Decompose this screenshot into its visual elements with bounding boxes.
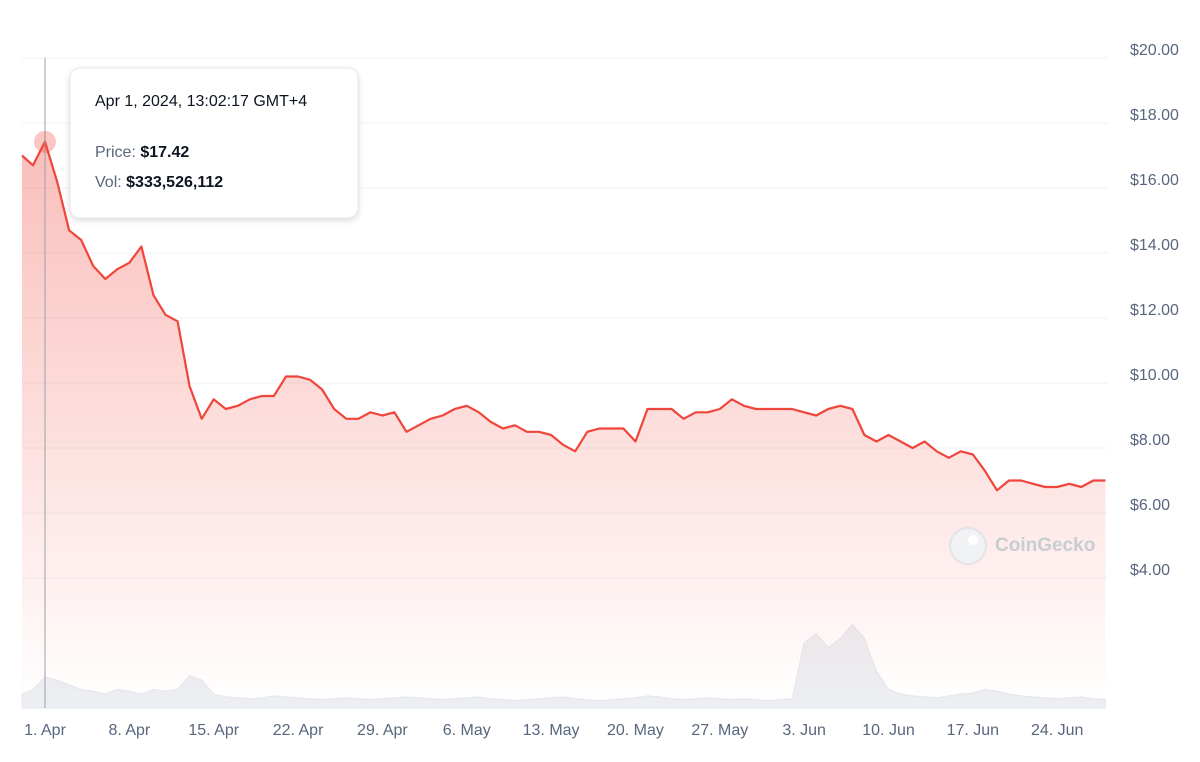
tooltip-vol: Vol: $333,526,112 bbox=[95, 174, 223, 191]
x-tick-label: 13. May bbox=[523, 722, 580, 739]
x-tick-label: 27. May bbox=[691, 722, 748, 739]
axes: $4.00 $6.00 $8.00 $10.00 $12.00 $14.00 $16.00 $… bbox=[24, 42, 1179, 739]
x-tick-label: 22. Apr bbox=[273, 722, 324, 739]
y-tick-label: $8.00 bbox=[1130, 432, 1170, 449]
watermark-logo-eye bbox=[968, 535, 978, 545]
tooltip-price: Price: $17.42 bbox=[95, 144, 189, 161]
y-tick-label: $12.00 bbox=[1130, 302, 1179, 319]
x-tick-label: 3. Jun bbox=[782, 722, 826, 739]
x-tick-label: 1. Apr bbox=[24, 722, 66, 739]
price-line bbox=[21, 140, 1106, 492]
x-tick-label: 20. May bbox=[607, 722, 664, 739]
tooltip-vol-value: $333,526,112 bbox=[126, 174, 223, 191]
tooltip-box bbox=[69, 67, 359, 219]
y-tick-label: $14.00 bbox=[1130, 237, 1179, 254]
watermark-text: CoinGecko bbox=[995, 535, 1095, 556]
x-tick-label: 24. Jun bbox=[1031, 722, 1083, 739]
tooltip-title: Apr 1, 2024, 13:02:17 GMT+4 bbox=[95, 93, 307, 110]
hover-point bbox=[34, 130, 56, 153]
y-tick-label: $6.00 bbox=[1130, 497, 1170, 514]
hover bbox=[34, 58, 56, 708]
x-tick-label: 8. Apr bbox=[108, 722, 150, 739]
y-tick-label: $4.00 bbox=[1130, 562, 1170, 579]
price-layer bbox=[21, 140, 1106, 709]
tooltip-vol-label: Vol: bbox=[95, 174, 122, 191]
x-tick-label: 29. Apr bbox=[357, 722, 408, 739]
price-area bbox=[22, 141, 1106, 709]
y-tick-label: $20.00 bbox=[1130, 42, 1179, 59]
tooltip-price-value: $17.42 bbox=[140, 144, 189, 161]
watermark: CoinGecko bbox=[949, 527, 1095, 565]
y-tick-label: $18.00 bbox=[1130, 107, 1179, 124]
x-tick-label: 15. Apr bbox=[188, 722, 239, 739]
y-tick-label: $16.00 bbox=[1130, 172, 1179, 189]
watermark-logo bbox=[949, 527, 987, 565]
x-tick-label: 10. Jun bbox=[862, 722, 914, 739]
y-tick-label: $10.00 bbox=[1130, 367, 1179, 384]
tooltip: Apr 1, 2024, 13:02:17 GMT+4 Price: $17.4… bbox=[69, 67, 359, 219]
x-tick-label: 6. May bbox=[443, 722, 491, 739]
tooltip-price-label: Price: bbox=[95, 144, 136, 161]
x-tick-label: 17. Jun bbox=[947, 722, 999, 739]
